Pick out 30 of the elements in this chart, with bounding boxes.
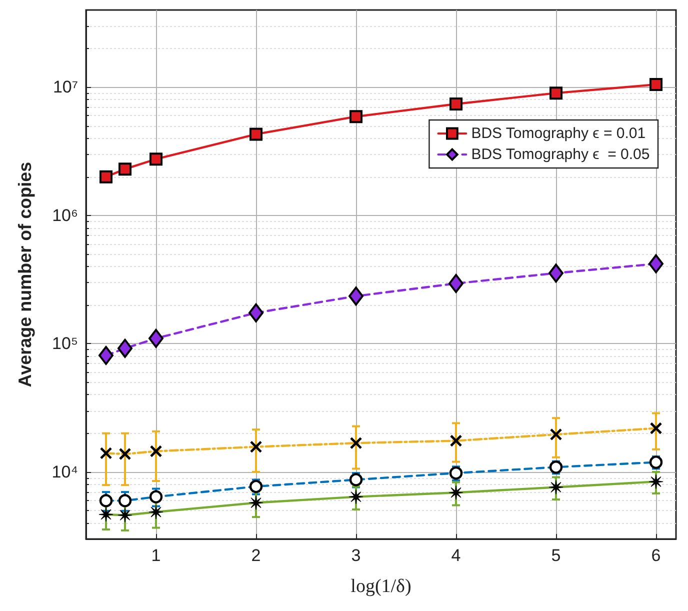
legend-label: BDS Tomography ϵ = 0.01 bbox=[471, 125, 646, 142]
legend-label: BDS Tomography ϵ = 0.05 bbox=[471, 146, 650, 163]
x-tick-label: 4 bbox=[451, 546, 461, 565]
y-tick-label: 10⁶ bbox=[52, 206, 78, 225]
x-axis-title: log(1/δ) bbox=[350, 576, 412, 597]
point bbox=[350, 110, 362, 124]
point bbox=[248, 303, 264, 322]
point bbox=[250, 128, 262, 141]
y-tick-label: 10⁵ bbox=[52, 334, 78, 354]
point bbox=[100, 170, 112, 184]
point bbox=[118, 338, 132, 358]
point bbox=[150, 152, 162, 166]
y-axis-title: Average number of copies bbox=[15, 162, 35, 388]
point bbox=[650, 78, 662, 91]
x-tick-label: 6 bbox=[651, 546, 661, 565]
y-tick-label: 10⁷ bbox=[52, 78, 78, 97]
point bbox=[98, 346, 114, 365]
point bbox=[148, 328, 164, 348]
point bbox=[550, 86, 562, 100]
x-tick-label: 1 bbox=[151, 546, 161, 565]
point bbox=[448, 274, 464, 293]
x-tick-label: 3 bbox=[351, 546, 361, 565]
point bbox=[450, 97, 462, 110]
y-tick-label: 10⁴ bbox=[52, 462, 78, 482]
point bbox=[648, 254, 664, 274]
point bbox=[548, 264, 564, 283]
point bbox=[118, 162, 132, 176]
x-tick-label: 2 bbox=[251, 546, 261, 565]
point bbox=[348, 286, 364, 306]
x-tick-label: 5 bbox=[551, 546, 561, 565]
